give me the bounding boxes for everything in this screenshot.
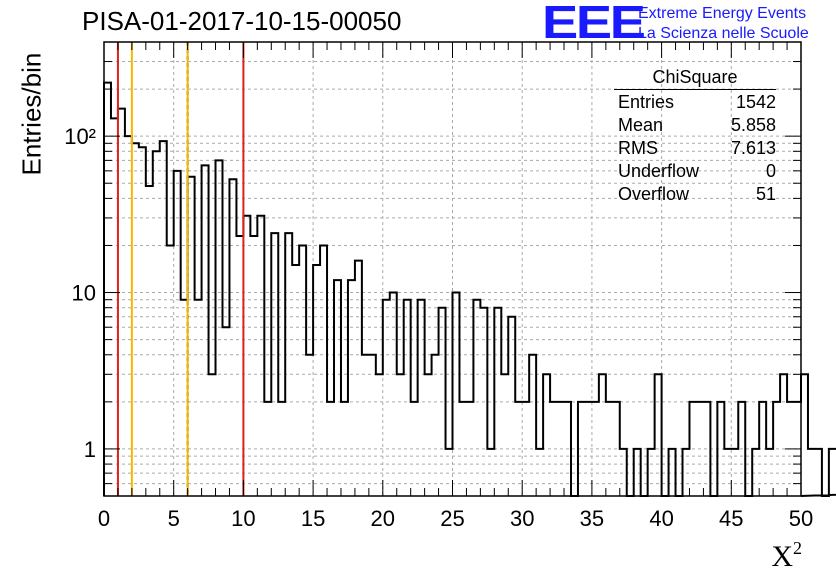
stats-name: ChiSquare <box>614 66 776 90</box>
x-tick-label: 45 <box>719 506 743 531</box>
stats-row: Mean 5.858 <box>618 115 776 135</box>
x-tick-label: 25 <box>440 506 464 531</box>
x-tick-label: 10 <box>231 506 255 531</box>
y-tick-label: 10² <box>64 124 96 149</box>
histogram-line <box>103 81 836 497</box>
logo-line1: Extreme Energy Events <box>638 5 807 22</box>
x-tick-label: 20 <box>371 506 395 531</box>
y-tick-label: 10 <box>72 281 96 306</box>
logo-line2: La Scienza nelle Scuole <box>638 25 809 42</box>
stats-row: RMS 7.613 <box>618 138 776 158</box>
stats-box: ChiSquare Entries 1542 Mean 5.858 RMS 7.613… <box>614 66 776 206</box>
chart-title: PISA-01-2017-10-15-00050 <box>82 6 402 36</box>
x-tick-label: 40 <box>649 506 673 531</box>
eee-logo: EEE <box>542 0 646 48</box>
x-tick-label: 0 <box>98 506 110 531</box>
y-axis-label: Entries/bin <box>16 52 47 176</box>
stats-row: Underflow 0 <box>618 161 776 181</box>
x-tick-label: 35 <box>580 506 604 531</box>
x-tick-label: 50 <box>789 506 813 531</box>
y-tick-label: 1 <box>84 437 96 462</box>
x-tick-label: 15 <box>301 506 325 531</box>
stats-row: Overflow 51 <box>618 184 776 204</box>
logo-text: Extreme Energy Events La Scienza nelle S… <box>638 4 809 44</box>
x-tick-label: 30 <box>510 506 534 531</box>
x-tick-label: 5 <box>168 506 180 531</box>
logo-letters: EEE <box>542 0 646 48</box>
x-axis-label: X2 <box>771 538 802 573</box>
stats-row: Entries 1542 <box>618 92 776 112</box>
